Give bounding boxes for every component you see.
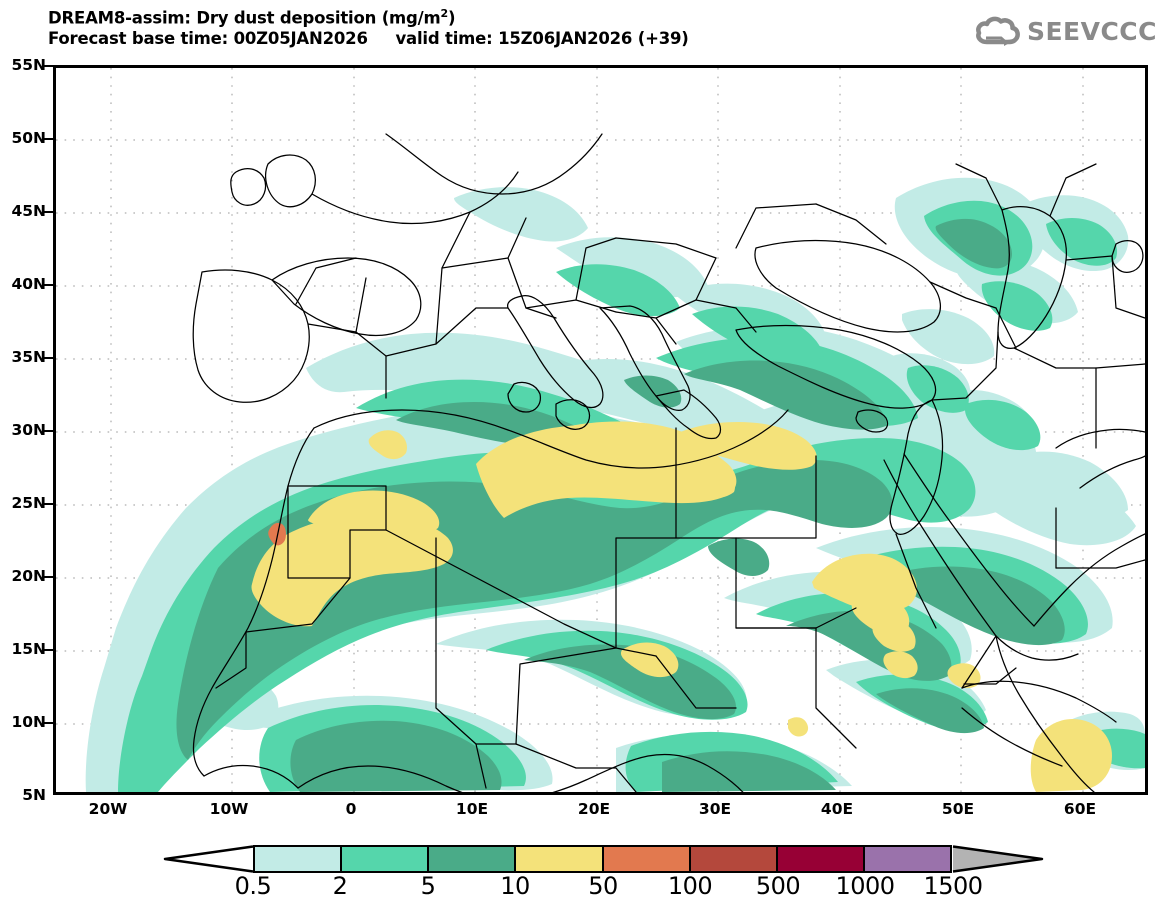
- y-tick-15N: [44, 649, 53, 651]
- colorbar-swatch-50-100: [601, 847, 689, 871]
- colorbar-swatch-100-500: [688, 847, 776, 871]
- colorbar-label-100: 100: [667, 872, 713, 900]
- colorbar-swatch-5-10: [427, 847, 515, 871]
- x-tick-label-40E: 40E: [820, 800, 854, 818]
- y-tick-10N: [44, 722, 53, 724]
- y-tick-50N: [44, 138, 53, 140]
- y-tick-label-40N: 40N: [11, 275, 46, 293]
- y-tick-label-25N: 25N: [11, 494, 46, 512]
- colorbar-under-arrow: [163, 845, 254, 873]
- dust-deposition-map: [56, 68, 1145, 792]
- x-tick-label-10W: 10W: [209, 800, 249, 818]
- chart-title-text: DREAM8-assim: Dry dust deposition (mg/m: [48, 8, 441, 28]
- y-tick-label-50N: 50N: [11, 129, 46, 147]
- colorbar-blocks: [253, 845, 952, 873]
- colorbar-swatch-500-1000: [775, 847, 863, 871]
- chart-header: DREAM8-assim: Dry dust deposition (mg/m2…: [0, 0, 1165, 62]
- y-tick-30N: [44, 430, 53, 432]
- y-tick-label-5N: 5N: [22, 786, 46, 804]
- colorbar-label-2: 2: [332, 872, 348, 900]
- map-plot-area[interactable]: [53, 65, 1148, 795]
- colorbar-label-1000: 1000: [835, 872, 895, 900]
- seevccc-logo: SEEVCCC: [975, 14, 1157, 48]
- x-tick-label-30E: 30E: [698, 800, 732, 818]
- colorbar-label-500: 500: [755, 872, 801, 900]
- colorbar-label-50: 50: [588, 872, 618, 900]
- units-superscript: 2: [440, 7, 448, 20]
- y-tick-55N: [44, 65, 53, 67]
- y-tick-label-10N: 10N: [11, 713, 46, 731]
- colorbar-label-5: 5: [420, 872, 436, 900]
- y-tick-40N: [44, 284, 53, 286]
- y-tick-45N: [44, 211, 53, 213]
- y-tick-label-15N: 15N: [11, 640, 46, 658]
- colorbar: [163, 845, 1044, 873]
- map-coastlines: [192, 133, 1145, 792]
- chart-subtitle: Forecast base time: 00Z05JAN2026 valid t…: [48, 29, 689, 48]
- cloud-icon: [976, 16, 1020, 46]
- x-tick-label-50E: 50E: [941, 800, 975, 818]
- colorbar-swatch-1000-1500: [862, 847, 950, 871]
- y-tick-label-35N: 35N: [11, 348, 46, 366]
- x-tick-label-10E: 10E: [455, 800, 489, 818]
- y-tick-20N: [44, 576, 53, 578]
- y-tick-label-20N: 20N: [11, 567, 46, 585]
- colorbar-over-arrow: [952, 845, 1044, 873]
- chart-title-close-paren: ): [447, 8, 456, 28]
- x-tick-label-20E: 20E: [577, 800, 611, 818]
- dust-band-10-50: [251, 421, 1112, 792]
- x-tick-label-0: 0: [345, 800, 357, 818]
- y-tick-35N: [44, 357, 53, 359]
- y-tick-25N: [44, 503, 53, 505]
- y-tick-label-55N: 55N: [11, 56, 46, 74]
- x-tick-label-20W: 20W: [88, 800, 128, 818]
- logo-text: SEEVCCC: [1026, 16, 1157, 46]
- colorbar-label-0.5: 0.5: [234, 872, 272, 900]
- x-tick-label-60E: 60E: [1063, 800, 1097, 818]
- colorbar-swatch-0p5-2: [255, 847, 341, 871]
- colorbar-label-1500: 1500: [923, 872, 983, 900]
- y-tick-label-30N: 30N: [11, 421, 46, 439]
- chart-title: DREAM8-assim: Dry dust deposition (mg/m2…: [48, 7, 455, 28]
- y-tick-label-45N: 45N: [11, 202, 46, 220]
- colorbar-label-10: 10: [500, 872, 530, 900]
- colorbar-swatch-2-5: [340, 847, 428, 871]
- colorbar-swatch-10-50: [514, 847, 602, 871]
